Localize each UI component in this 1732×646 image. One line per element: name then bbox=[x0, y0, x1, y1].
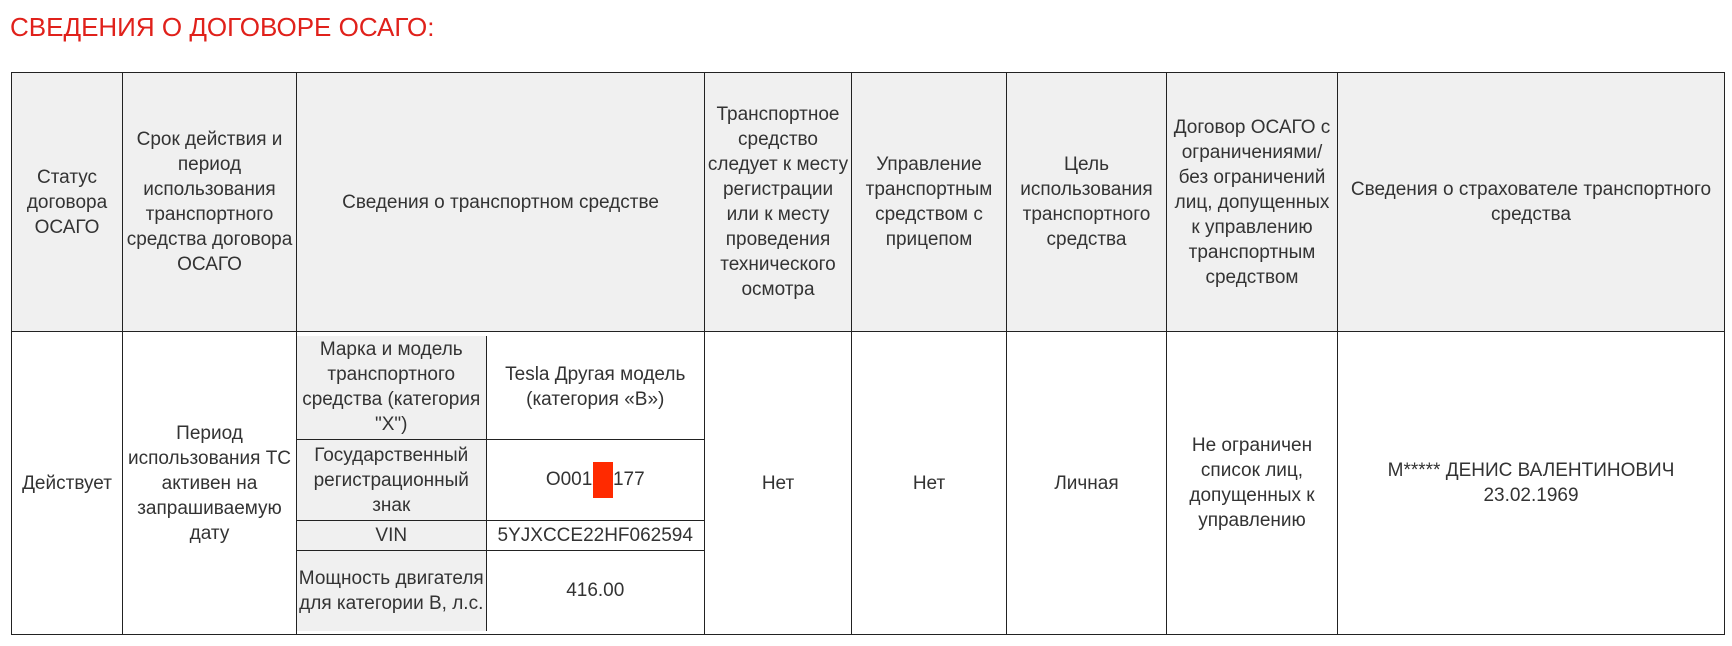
trailer-cell: Нет bbox=[851, 331, 1007, 635]
header-period: Срок действия и период использования тра… bbox=[122, 72, 297, 332]
status-cell: Действует bbox=[11, 331, 123, 635]
header-purpose: Цель использования транспортного средств… bbox=[1006, 72, 1167, 332]
vehicle-row-power: Мощность двигателя для категории B, л.с.… bbox=[297, 550, 704, 631]
header-insurer: Сведения о страхователе транспортного ср… bbox=[1337, 72, 1725, 332]
vehicle-label: Мощность двигателя для категории B, л.с. bbox=[297, 550, 487, 631]
insurer-cell: М***** ДЕНИС ВАЛЕНТИНОВИЧ 23.02.1969 bbox=[1337, 331, 1725, 635]
header-row: Статус договора ОСАГО Срок действия и пе… bbox=[11, 72, 1725, 332]
vehicle-row-vin: VIN 5YJXCCE22HF062594 bbox=[297, 520, 704, 551]
table-row: Действует Период использования ТС активе… bbox=[11, 331, 1725, 635]
vehicle-row-plate: Государственный регистрационный знак O00… bbox=[297, 439, 704, 521]
vehicle-cell: Марка и модель транспортного средства (к… bbox=[296, 331, 705, 635]
vehicle-row-model: Марка и модель транспортного средства (к… bbox=[297, 335, 704, 440]
header-trailer: Управление транспортным средством с приц… bbox=[851, 72, 1007, 332]
insurer-name: М***** ДЕНИС ВАЛЕНТИНОВИЧ bbox=[1387, 460, 1675, 481]
vehicle-label: VIN bbox=[297, 520, 487, 551]
section-title: СВЕДЕНИЯ О ДОГОВОРЕ ОСАГО: bbox=[10, 12, 435, 42]
vehicle-label: Марка и модель транспортного средства (к… bbox=[297, 335, 487, 440]
vehicle-label: Государственный регистрационный знак bbox=[297, 439, 487, 521]
plate-prefix: O001X bbox=[545, 469, 605, 491]
redaction-mark bbox=[592, 462, 613, 498]
vehicle-value: 416.00 bbox=[566, 580, 625, 602]
restrictions-cell: Не ограничен список лиц, допущенных к уп… bbox=[1166, 331, 1338, 635]
header-restrictions: Договор ОСАГО с ограничениями/ без огран… bbox=[1166, 72, 1338, 332]
insurer-dob: 23.02.1969 bbox=[1483, 485, 1579, 506]
period-cell: Период использования ТС активен на запра… bbox=[122, 331, 297, 635]
vehicle-subtable: Марка и модель транспортного средства (к… bbox=[297, 335, 704, 631]
vehicle-value: O001X 177 bbox=[486, 439, 704, 521]
registration-cell: Нет bbox=[704, 331, 852, 635]
header-vehicle: Сведения о транспортном средстве bbox=[296, 72, 705, 332]
osago-table: Статус договора ОСАГО Срок действия и пе… bbox=[11, 72, 1725, 635]
plate-suffix: 177 bbox=[612, 469, 645, 491]
header-status: Статус договора ОСАГО bbox=[11, 72, 123, 332]
vehicle-value: Tesla Другая модель (категория «B») bbox=[486, 335, 704, 440]
purpose-cell: Личная bbox=[1006, 331, 1167, 635]
header-registration: Транспортное средство следует к месту ре… bbox=[704, 72, 852, 332]
vehicle-value: 5YJXCCE22HF062594 bbox=[486, 520, 704, 551]
